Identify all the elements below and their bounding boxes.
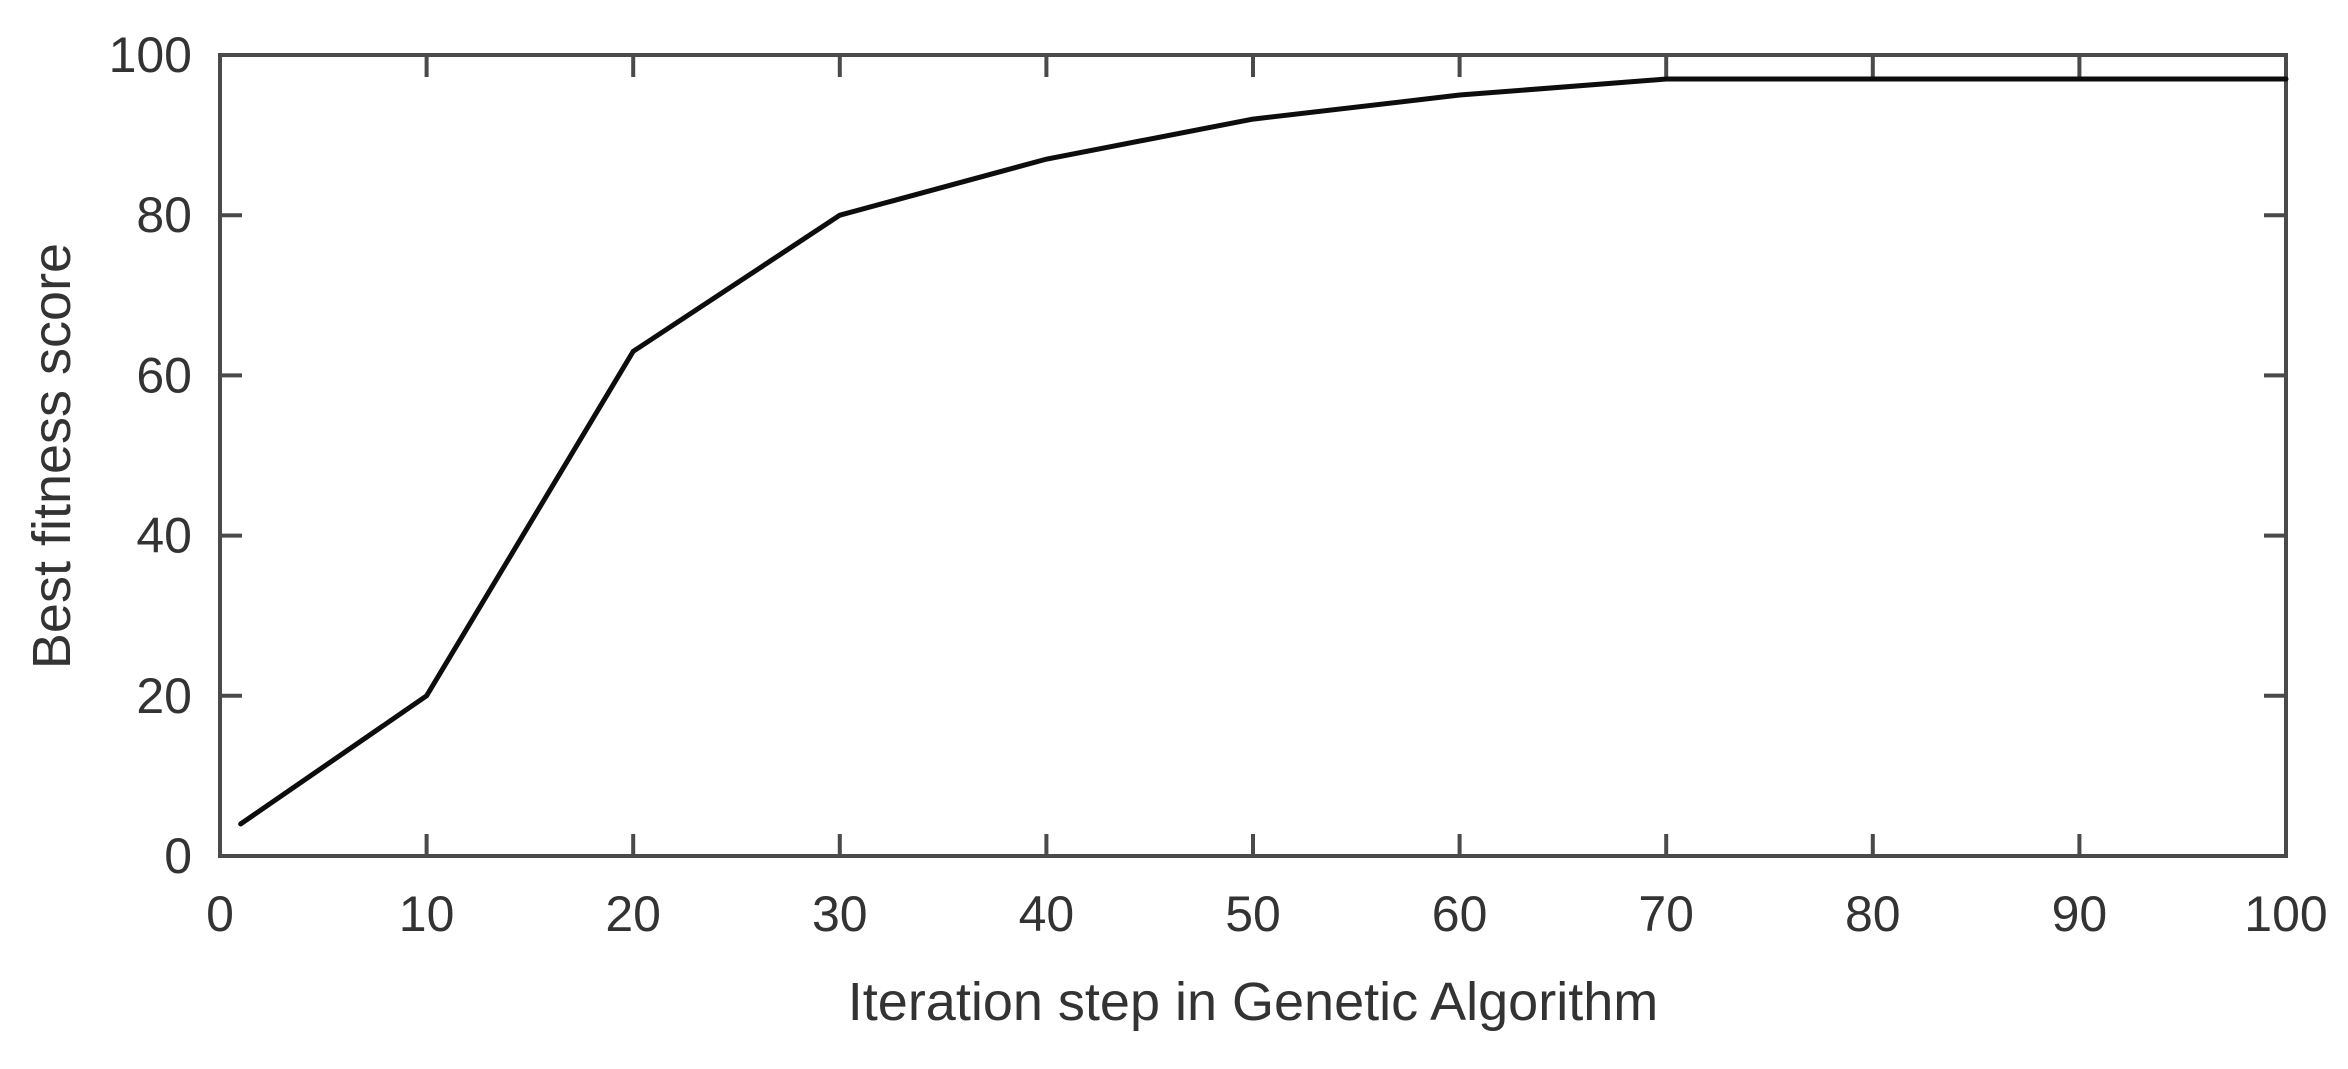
x-tick-label: 20: [605, 886, 661, 942]
y-axis-title: Best fitness score: [22, 242, 82, 670]
best-fitness-curve: [238, 76, 2289, 827]
y-tick-label: 20: [136, 668, 192, 724]
y-tick-label: 0: [164, 828, 192, 884]
x-tick-label: 60: [1432, 886, 1488, 942]
x-tick-label: 80: [1845, 886, 1901, 942]
axis-box: [218, 53, 2288, 858]
x-tick-label: 100: [2244, 886, 2327, 942]
x-tick-label: 40: [1019, 886, 1075, 942]
y-tick-label: 40: [136, 508, 192, 564]
x-tick-label: 0: [206, 886, 234, 942]
y-tick-label: 100: [109, 27, 192, 83]
x-axis-title: Iteration step in Genetic Algorithm: [847, 972, 1659, 1032]
x-tick-label: 90: [2052, 886, 2108, 942]
x-tick-label: 50: [1225, 886, 1281, 942]
y-tick-label: 80: [136, 187, 192, 243]
x-tick-label: 70: [1638, 886, 1694, 942]
x-tick-label: 10: [399, 886, 455, 942]
y-tick-label: 60: [136, 347, 192, 403]
x-tick-label: 30: [812, 886, 868, 942]
